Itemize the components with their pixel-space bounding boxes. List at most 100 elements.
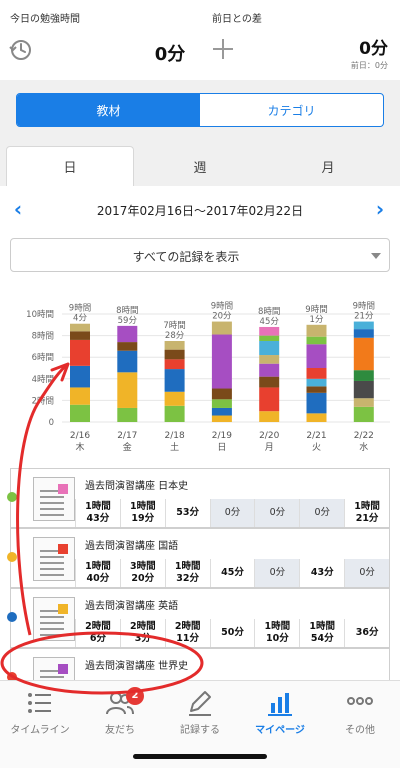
x-day-label: 火 (312, 442, 321, 453)
record-filter-select[interactable]: すべての記録を表示 (10, 238, 390, 272)
daily-time-cells: 1時間 43分 1時間 19分 53分 0分 0分 0分 1時間 21分 (75, 499, 389, 527)
bar-segment (353, 380, 374, 399)
home-indicator (133, 754, 267, 759)
x-day-label: 水 (359, 441, 368, 453)
period-tabs: 日 週 月 (0, 146, 400, 186)
tab-week[interactable]: 週 (193, 160, 207, 176)
daily-time-cell: 53分 (164, 499, 210, 527)
book-line (40, 556, 64, 558)
tab-friends[interactable]: 2 友だち (80, 687, 160, 737)
bar-segment (211, 321, 232, 335)
bar-segment (211, 388, 232, 400)
bar-total-label: 7時間 (163, 321, 185, 331)
bottom-tab-bar: タイムライン 2 友だち 記録する マイページ そ (0, 680, 400, 768)
material-book-icon (33, 477, 75, 521)
view-segment-control: 教材 カテゴリ (16, 93, 384, 127)
timeline-icon (28, 693, 51, 713)
bar-segment (117, 350, 138, 373)
bar-segment (306, 368, 327, 379)
bar-total-label: 8時間 (258, 307, 280, 317)
subject-card[interactable]: 過去問演習講座 国語 1時間 40分 3時間 20分 1時間 32分 45分 0分 43分 0… (10, 528, 390, 588)
previous-day-value: 前日：0分 (350, 61, 388, 70)
bar-segment (259, 376, 280, 388)
tab-mypage[interactable]: マイページ (240, 687, 320, 737)
tab-other[interactable]: その他 (320, 687, 400, 737)
segment-materials[interactable]: 教材 (17, 94, 200, 126)
bar-segment (259, 387, 280, 412)
subject-color-dot (7, 612, 17, 622)
material-book-icon (33, 597, 75, 641)
daily-time-cell: 0分 (254, 499, 300, 527)
book-line (40, 634, 64, 636)
book-tag (58, 484, 68, 494)
bar-segment (353, 321, 374, 330)
main-content: ‹ 2017年02月16日〜2017年02月22日 › すべての記録を表示 0 2… (0, 186, 400, 680)
bar-total-label: 9時間 (353, 302, 375, 312)
daily-time-cells: 1時間 40分 3時間 20分 1時間 32分 45分 0分 43分 0分 (75, 559, 390, 587)
subject-card[interactable]: 過去問演習講座 英語 2時間 6分 2時間 3分 2時間 11分 50分 1時間 10分 1… (10, 588, 390, 648)
bar-segment (259, 355, 280, 364)
subject-card[interactable]: 過去問演習講座 世界史 (10, 648, 390, 680)
bar-segment (117, 342, 138, 351)
daily-time-cell: 2時間 6分 (75, 619, 120, 647)
daily-time-cell: 1時間 21分 (344, 499, 389, 527)
next-week-chevron-icon[interactable]: › (375, 197, 385, 221)
book-line (40, 496, 64, 498)
bar-segment (259, 335, 280, 341)
diff-label: 前日との差 (212, 14, 262, 25)
daily-time-cell: 3時間 20分 (119, 559, 165, 587)
today-study-label: 今日の勉強時間 (10, 14, 80, 25)
daily-time-cell: 50分 (209, 619, 255, 647)
bar-total-label: 1分 (310, 315, 324, 325)
bar-total-label: 20分 (212, 312, 232, 322)
book-tag (58, 604, 68, 614)
bar-segment (211, 415, 232, 422)
y-tick-label: 4時間 (32, 375, 54, 385)
prev-week-chevron-icon[interactable]: ‹ (13, 197, 23, 221)
segment-category[interactable]: カテゴリ (267, 103, 316, 118)
daily-time-cell: 45分 (209, 559, 255, 587)
bar-total-label: 21分 (354, 312, 374, 322)
tab-month[interactable]: 月 (321, 160, 335, 176)
bar-total-label: 9時間 (305, 305, 327, 315)
bar-segment (306, 392, 327, 414)
material-book-icon (33, 537, 75, 581)
daily-time-cell: 0分 (299, 499, 345, 527)
today-study-value: 0分 (154, 44, 186, 65)
bar-total-label: 8時間 (116, 306, 138, 316)
daily-time-cell: 1時間 43分 (75, 499, 120, 527)
bar-segment (70, 339, 90, 366)
bar-segment (306, 386, 327, 393)
bar-total-label: 9時間 (69, 304, 91, 314)
daily-time-cell: 1時間 10分 (254, 619, 299, 647)
plus-icon[interactable] (210, 36, 236, 62)
tab-day[interactable]: 日 (6, 146, 134, 186)
bar-segment (70, 323, 90, 332)
bar-segment (259, 326, 280, 336)
tab-timeline-label: タイムライン (10, 725, 70, 736)
history-clock-icon[interactable] (8, 37, 34, 63)
subject-name: 過去問演習講座 英語 (85, 601, 179, 612)
book-tag (58, 544, 68, 554)
daily-time-cell: 0分 (209, 499, 255, 527)
bar-segment (353, 337, 374, 371)
book-tag (58, 664, 68, 674)
book-line (40, 502, 64, 504)
tab-record[interactable]: 記録する (160, 687, 240, 737)
y-tick-label: 8時間 (32, 332, 54, 342)
daily-time-cells: 2時間 6分 2時間 3分 2時間 11分 50分 1時間 10分 1時間 54分 36分 (75, 619, 389, 647)
subject-name: 過去問演習講座 世界史 (85, 661, 189, 672)
subject-card[interactable]: 過去問演習講座 日本史 1時間 43分 1時間 19分 53分 0分 0分 0分 1時間 21… (10, 468, 390, 528)
tab-timeline[interactable]: タイムライン (0, 687, 80, 737)
daily-time-cell: 1時間 32分 (164, 559, 210, 587)
book-line (40, 508, 64, 510)
material-book-icon (33, 657, 75, 680)
y-tick-label: 0 (49, 418, 54, 428)
bar-segment (353, 329, 374, 338)
bar-segment (259, 341, 280, 356)
friends-notification-badge: 2 (126, 687, 144, 705)
bar-segment (353, 398, 374, 407)
y-tick-label: 10時間 (26, 310, 54, 320)
bar-segment (70, 365, 90, 388)
subject-color-dot (7, 672, 17, 680)
